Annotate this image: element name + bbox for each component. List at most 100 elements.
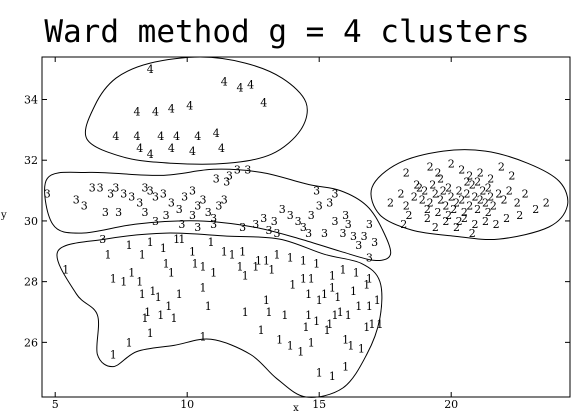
point-cluster-2: 2 (493, 218, 500, 231)
point-cluster-1: 1 (142, 312, 149, 325)
point-cluster-3: 3 (332, 188, 339, 201)
point-cluster-1: 1 (110, 273, 117, 286)
point-cluster-1: 1 (200, 282, 207, 295)
point-cluster-4: 4 (152, 106, 159, 119)
point-cluster-4: 4 (189, 145, 196, 158)
point-cluster-1: 1 (173, 233, 180, 246)
point-cluster-1: 1 (300, 254, 307, 267)
point-cluster-3: 3 (252, 218, 259, 231)
point-cluster-2: 2 (495, 188, 502, 201)
point-cluster-3: 3 (147, 185, 154, 198)
point-cluster-1: 1 (165, 300, 172, 313)
point-cluster-1: 1 (308, 336, 315, 349)
point-cluster-2: 2 (429, 179, 436, 192)
point-cluster-3: 3 (326, 197, 333, 210)
point-cluster-2: 2 (516, 209, 523, 222)
point-cluster-1: 1 (176, 288, 183, 301)
point-cluster-2: 2 (440, 185, 447, 198)
point-cluster-3: 3 (194, 221, 201, 234)
point-cluster-3: 3 (210, 212, 217, 225)
point-cluster-3: 3 (112, 182, 119, 195)
point-cluster-2: 2 (485, 206, 492, 219)
point-cluster-2: 2 (403, 166, 410, 179)
point-cluster-1: 1 (329, 370, 336, 383)
point-cluster-3: 3 (120, 188, 127, 201)
point-cluster-4: 4 (237, 81, 244, 94)
point-cluster-1: 1 (171, 312, 178, 325)
point-cluster-2: 2 (490, 200, 497, 213)
point-cluster-2: 2 (456, 215, 463, 228)
point-cluster-4: 4 (186, 100, 193, 113)
point-cluster-3: 3 (332, 215, 339, 228)
point-cluster-3: 3 (223, 176, 230, 189)
x-tick-label: 20 (444, 398, 458, 411)
point-cluster-2: 2 (466, 200, 473, 213)
point-cluster-3: 3 (287, 209, 294, 222)
point-cluster-1: 1 (329, 282, 336, 295)
point-cluster-1: 1 (324, 324, 331, 337)
point-cluster-1: 1 (297, 346, 304, 359)
point-cluster-2: 2 (461, 206, 468, 219)
point-cluster-3: 3 (213, 172, 220, 185)
point-cluster-2: 2 (506, 185, 513, 198)
point-cluster-2: 2 (403, 200, 410, 213)
point-cluster-2: 2 (427, 197, 434, 210)
point-cluster-1: 1 (200, 330, 207, 343)
point-cluster-4: 4 (260, 97, 267, 110)
point-cluster-2: 2 (472, 191, 479, 204)
point-cluster-3: 3 (234, 163, 241, 176)
point-cluster-1: 1 (144, 306, 151, 319)
point-cluster-2: 2 (469, 179, 476, 192)
point-cluster-1: 1 (345, 309, 352, 322)
point-cluster-3: 3 (295, 215, 302, 228)
point-cluster-3: 3 (152, 191, 159, 204)
point-cluster-1: 1 (128, 267, 135, 280)
point-cluster-2: 2 (503, 212, 510, 225)
point-cluster-1: 1 (168, 267, 175, 280)
point-cluster-2: 2 (482, 197, 489, 210)
point-cluster-3: 3 (244, 163, 251, 176)
point-cluster-4: 4 (218, 142, 225, 155)
point-cluster-2: 2 (498, 160, 505, 173)
point-cluster-2: 2 (501, 194, 508, 207)
point-cluster-2: 2 (479, 185, 486, 198)
point-cluster-1: 1 (347, 339, 354, 352)
point-cluster-1: 1 (62, 264, 69, 277)
point-cluster-2: 2 (450, 203, 457, 216)
point-cluster-1: 1 (342, 361, 349, 374)
point-cluster-3: 3 (128, 191, 135, 204)
point-cluster-3: 3 (176, 203, 183, 216)
point-cluster-4: 4 (168, 103, 175, 116)
point-cluster-1: 1 (316, 367, 323, 380)
cluster-boundary-3 (44, 168, 392, 261)
point-cluster-3: 3 (136, 197, 143, 210)
point-cluster-2: 2 (387, 197, 394, 210)
point-cluster-4: 4 (194, 130, 201, 143)
point-cluster-1: 1 (255, 254, 262, 267)
point-cluster-1: 1 (192, 257, 199, 270)
point-cluster-4: 4 (213, 127, 220, 140)
x-tick-label: 10 (180, 398, 194, 411)
point-cluster-3: 3 (210, 218, 217, 231)
point-cluster-2: 2 (466, 169, 473, 182)
point-cluster-2: 2 (474, 203, 481, 216)
point-cluster-3: 3 (142, 182, 149, 195)
point-cluster-3: 3 (316, 200, 323, 213)
point-cluster-1: 1 (237, 261, 244, 274)
point-cluster-1: 1 (120, 276, 127, 289)
point-cluster-3: 3 (178, 218, 185, 231)
point-cluster-3: 3 (266, 224, 273, 237)
point-cluster-2: 2 (477, 194, 484, 207)
point-cluster-3: 3 (345, 218, 352, 231)
point-cluster-2: 2 (485, 182, 492, 195)
point-cluster-1: 1 (329, 270, 336, 283)
point-cluster-3: 3 (313, 185, 320, 198)
point-cluster-1: 1 (139, 248, 146, 261)
point-cluster-1: 1 (374, 294, 381, 307)
point-cluster-3: 3 (205, 206, 212, 219)
point-cluster-2: 2 (508, 169, 515, 182)
point-cluster-4: 4 (134, 106, 141, 119)
point-cluster-1: 1 (340, 264, 347, 277)
